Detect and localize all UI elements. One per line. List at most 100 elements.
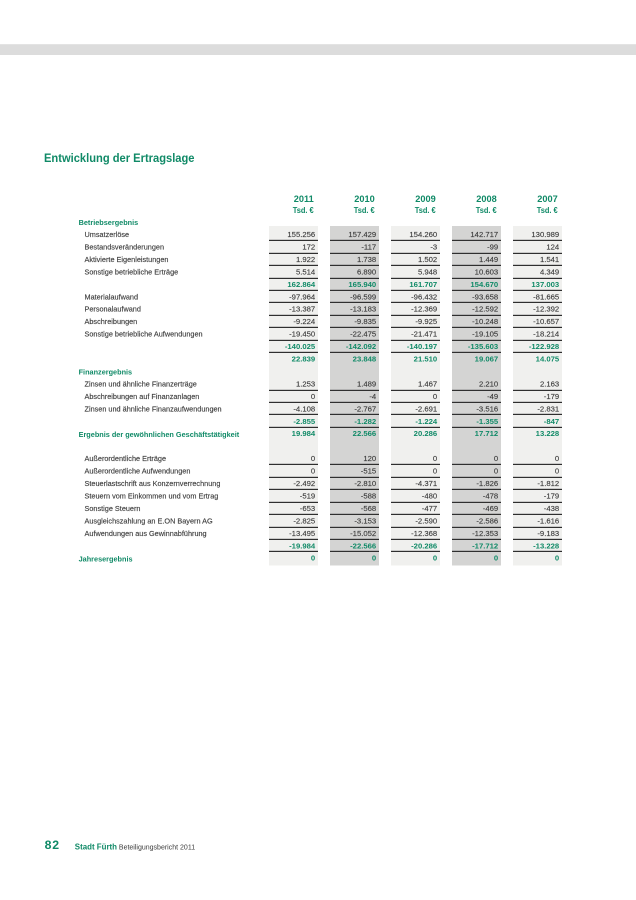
svg-text:-438: -438	[544, 504, 559, 513]
svg-text:0: 0	[555, 554, 559, 563]
svg-text:-515: -515	[361, 467, 376, 476]
svg-text:0: 0	[433, 554, 437, 563]
svg-text:-19.105: -19.105	[472, 330, 498, 339]
svg-text:14.075: 14.075	[536, 355, 560, 364]
svg-text:-9.835: -9.835	[354, 317, 376, 326]
svg-text:-477: -477	[422, 504, 437, 513]
svg-text:-4.371: -4.371	[415, 479, 437, 488]
svg-text:1.502: 1.502	[418, 255, 437, 264]
svg-text:-18.214: -18.214	[533, 330, 560, 339]
svg-text:-81.665: -81.665	[533, 292, 559, 301]
svg-text:Finanzergebnis: Finanzergebnis	[79, 368, 133, 377]
svg-text:-22.475: -22.475	[350, 330, 376, 339]
svg-text:-1.826: -1.826	[476, 479, 498, 488]
svg-text:-519: -519	[300, 491, 315, 500]
svg-text:154.260: 154.260	[409, 230, 437, 239]
svg-text:0: 0	[433, 467, 437, 476]
svg-text:-2.810: -2.810	[354, 479, 376, 488]
svg-text:21.510: 21.510	[414, 355, 438, 364]
svg-text:Zinsen und ähnliche Finanzaufw: Zinsen und ähnliche Finanzaufwendungen	[85, 404, 222, 413]
svg-text:-96.432: -96.432	[411, 292, 437, 301]
svg-text:-2.855: -2.855	[293, 417, 316, 426]
svg-text:22.839: 22.839	[292, 355, 316, 364]
svg-text:2010: 2010	[354, 194, 374, 204]
svg-text:-2.825: -2.825	[293, 516, 315, 525]
svg-text:-2.590: -2.590	[415, 516, 437, 525]
svg-text:137.003: 137.003	[531, 280, 559, 289]
svg-text:142.717: 142.717	[470, 230, 498, 239]
svg-text:-3.153: -3.153	[354, 516, 376, 525]
svg-text:Abschreibungen: Abschreibungen	[85, 317, 138, 326]
svg-text:Sonstige betriebliche Aufwendu: Sonstige betriebliche Aufwendungen	[85, 330, 203, 339]
svg-text:0: 0	[311, 554, 315, 563]
svg-text:130.989: 130.989	[531, 230, 559, 239]
svg-text:-13.183: -13.183	[350, 305, 376, 314]
svg-text:Betriebsergebnis: Betriebsergebnis	[79, 218, 139, 227]
svg-text:-12.369: -12.369	[411, 305, 437, 314]
svg-text:-179: -179	[544, 392, 559, 401]
svg-text:-1.224: -1.224	[415, 417, 438, 426]
svg-text:22.566: 22.566	[353, 429, 377, 438]
svg-text:-9.224: -9.224	[293, 317, 316, 326]
svg-text:Entwicklung der Ertragslage: Entwicklung der Ertragslage	[44, 151, 195, 165]
svg-text:-2.767: -2.767	[354, 404, 376, 413]
svg-text:-22.566: -22.566	[350, 541, 376, 550]
svg-text:0: 0	[311, 454, 315, 463]
svg-text:Bestandsveränderungen: Bestandsveränderungen	[85, 242, 165, 251]
svg-text:161.707: 161.707	[409, 280, 437, 289]
svg-text:-140.197: -140.197	[407, 342, 437, 351]
svg-text:2007: 2007	[537, 194, 557, 204]
svg-text:-117: -117	[361, 242, 376, 251]
svg-text:-2.586: -2.586	[476, 516, 498, 525]
svg-text:82: 82	[45, 838, 60, 852]
svg-text:172: 172	[302, 242, 315, 251]
svg-text:19.984: 19.984	[292, 429, 316, 438]
svg-text:-3.516: -3.516	[476, 404, 498, 413]
svg-text:1.449: 1.449	[479, 255, 498, 264]
svg-text:-10.657: -10.657	[533, 317, 559, 326]
svg-text:-142.092: -142.092	[346, 342, 376, 351]
svg-text:-96.599: -96.599	[350, 292, 376, 301]
svg-text:-93.658: -93.658	[472, 292, 498, 301]
svg-text:Sonstige Steuern: Sonstige Steuern	[85, 504, 141, 513]
svg-text:0: 0	[433, 392, 437, 401]
svg-text:Materialaufwand: Materialaufwand	[85, 292, 139, 301]
svg-text:-135.603: -135.603	[468, 342, 498, 351]
svg-text:Abschreibungen auf Finanzanlag: Abschreibungen auf Finanzanlagen	[85, 392, 200, 401]
svg-text:-1.616: -1.616	[537, 516, 559, 525]
svg-text:0: 0	[494, 467, 498, 476]
svg-text:-847: -847	[544, 417, 559, 426]
svg-text:-2.492: -2.492	[293, 479, 315, 488]
svg-text:13.228: 13.228	[536, 429, 560, 438]
svg-text:2011: 2011	[294, 194, 314, 204]
svg-text:Außerordentliche Aufwendungen: Außerordentliche Aufwendungen	[85, 467, 191, 476]
svg-text:155.256: 155.256	[287, 230, 315, 239]
svg-text:-1.282: -1.282	[354, 417, 376, 426]
svg-text:4.349: 4.349	[540, 267, 559, 276]
svg-text:157.429: 157.429	[348, 230, 376, 239]
svg-text:1.253: 1.253	[296, 379, 315, 388]
svg-text:Jahresergebnis: Jahresergebnis	[79, 554, 133, 563]
svg-text:Aufwendungen aus Gewinnabführu: Aufwendungen aus Gewinnabführung	[85, 529, 207, 538]
svg-text:-13.387: -13.387	[289, 305, 315, 314]
svg-text:0: 0	[311, 467, 315, 476]
svg-text:Außerordentliche Erträge: Außerordentliche Erträge	[85, 454, 167, 463]
svg-text:-2.831: -2.831	[537, 404, 559, 413]
svg-text:-19.450: -19.450	[289, 330, 315, 339]
svg-text:-140.025: -140.025	[285, 342, 316, 351]
svg-text:-478: -478	[483, 491, 498, 500]
svg-text:2.163: 2.163	[540, 379, 559, 388]
svg-text:Personalaufwand: Personalaufwand	[85, 305, 141, 314]
svg-text:-13.228: -13.228	[533, 541, 560, 550]
svg-text:0: 0	[433, 454, 437, 463]
svg-text:23.848: 23.848	[353, 355, 377, 364]
svg-text:162.864: 162.864	[287, 280, 316, 289]
svg-text:2009: 2009	[415, 194, 435, 204]
svg-text:Tsd. €: Tsd. €	[476, 206, 497, 215]
svg-text:0: 0	[494, 454, 498, 463]
svg-text:-122.928: -122.928	[529, 342, 560, 351]
svg-text:-568: -568	[361, 504, 376, 513]
svg-text:-9.925: -9.925	[415, 317, 437, 326]
svg-text:20.286: 20.286	[414, 429, 438, 438]
svg-text:Tsd. €: Tsd. €	[293, 206, 314, 215]
